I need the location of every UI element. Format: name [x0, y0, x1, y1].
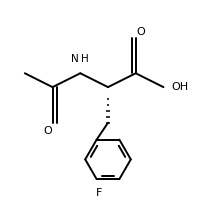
- Text: N: N: [71, 54, 79, 64]
- Text: O: O: [136, 27, 145, 37]
- Text: OH: OH: [171, 82, 189, 92]
- Text: O: O: [43, 126, 52, 136]
- Text: F: F: [95, 188, 102, 198]
- Text: H: H: [81, 54, 89, 64]
